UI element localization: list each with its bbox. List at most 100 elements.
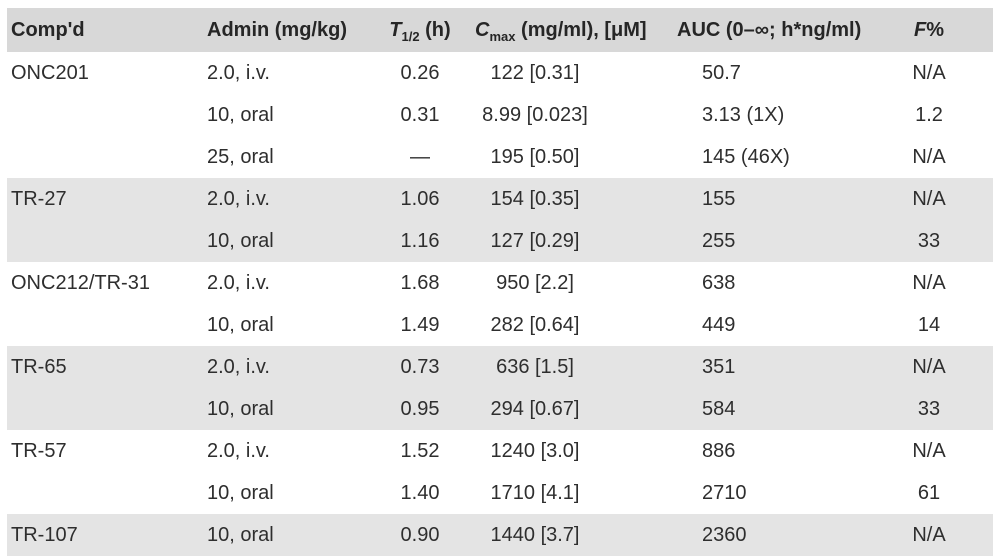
cell-cmax: 195 [0.50] — [490, 145, 580, 168]
thalf-units: (h) — [419, 18, 451, 41]
f-symbol: F — [913, 18, 927, 41]
cell-cmax: 1240 [3.0] — [490, 439, 580, 462]
cell-thalf: 1.49 — [400, 313, 440, 336]
cell-cmax: 154 [0.35] — [460, 178, 655, 220]
cell-admin: 2.0, i.v. — [207, 61, 270, 84]
cell-thalf: 1.40 — [400, 481, 440, 504]
cell-auc: 638 — [702, 271, 736, 294]
column-header-admin: Admin (mg/kg) — [207, 8, 380, 52]
cell-thalf: 0.73 — [380, 346, 460, 388]
table-row: 25, oral — 195 [0.50] 145 (46X) N/A — [7, 136, 993, 178]
cell-cmax: 636 [1.5] — [460, 346, 655, 388]
table-row: 10, oral 1.49 282 [0.64] 449 14 — [7, 304, 993, 346]
cell-fpercent: 33 — [865, 388, 993, 430]
cell-admin: 2.0, i.v. — [207, 439, 270, 462]
cell-compound: TR-65 — [7, 346, 207, 388]
cell-fpercent: N/A — [865, 346, 993, 388]
cell-fpercent: 61 — [917, 481, 941, 504]
cmax-symbol: C — [475, 18, 490, 41]
cell-thalf: 0.90 — [380, 514, 460, 556]
table-row: TR-107 10, oral 0.90 1440 [3.7] 2360 N/A — [7, 514, 993, 556]
cell-auc: 155 — [655, 178, 865, 220]
cell-cmax: 294 [0.67] — [460, 388, 655, 430]
pk-table: Comp'd Admin (mg/kg) T1/2 (h) Cmax (mg/m… — [7, 8, 993, 556]
cell-compound — [7, 388, 207, 430]
thalf-symbol: T — [389, 18, 402, 41]
cell-admin: 2.0, i.v. — [207, 178, 380, 220]
cell-fpercent: 33 — [865, 220, 993, 262]
cell-compound — [7, 472, 207, 514]
cell-fpercent: N/A — [865, 178, 993, 220]
cell-thalf: 1.68 — [400, 271, 440, 294]
cell-compound — [7, 94, 207, 136]
cell-thalf: 0.26 — [400, 61, 440, 84]
table-row: TR-27 2.0, i.v. 1.06 154 [0.35] 155 N/A — [7, 178, 993, 220]
cell-compound — [7, 304, 207, 346]
cell-fpercent: 14 — [917, 313, 941, 336]
cell-fpercent: N/A — [912, 145, 946, 168]
table-row: 10, oral 0.95 294 [0.67] 584 33 — [7, 388, 993, 430]
cell-admin: 10, oral — [207, 481, 274, 504]
table-row: 10, oral 0.31 8.99 [0.023] 3.13 (1X) 1.2 — [7, 94, 993, 136]
cell-thalf: 0.31 — [400, 103, 440, 126]
cell-admin: 25, oral — [207, 145, 274, 168]
cell-admin: 10, oral — [207, 313, 274, 336]
cell-fpercent: N/A — [912, 439, 946, 462]
column-header-cmax: Cmax (mg/ml), [μM] — [460, 8, 655, 52]
cell-auc: 584 — [655, 388, 865, 430]
cell-admin: 2.0, i.v. — [207, 271, 270, 294]
cell-thalf: 1.06 — [380, 178, 460, 220]
table-row: ONC201 2.0, i.v. 0.26 122 [0.31] 50.7 N/… — [7, 52, 993, 94]
cell-auc: 50.7 — [702, 61, 741, 84]
cell-cmax: 122 [0.31] — [490, 61, 580, 84]
cell-thalf: 1.52 — [400, 439, 440, 462]
cell-admin: 10, oral — [207, 514, 380, 556]
cell-compound: TR-57 — [11, 439, 67, 462]
cell-admin: 10, oral — [207, 388, 380, 430]
cell-auc: 449 — [702, 313, 736, 336]
cell-auc: 886 — [702, 439, 736, 462]
table-row: TR-65 2.0, i.v. 0.73 636 [1.5] 351 N/A — [7, 346, 993, 388]
cell-thalf: 0.95 — [380, 388, 460, 430]
cell-compound — [7, 220, 207, 262]
cell-auc: 2710 — [702, 481, 747, 504]
cell-fpercent: 1.2 — [915, 103, 943, 126]
cmax-units: (mg/ml), [μM] — [515, 18, 647, 41]
cell-cmax: 950 [2.2] — [496, 271, 574, 294]
cell-thalf: 1.16 — [380, 220, 460, 262]
cell-fpercent: N/A — [912, 61, 946, 84]
header-row: Comp'd Admin (mg/kg) T1/2 (h) Cmax (mg/m… — [7, 8, 993, 52]
cell-compound: TR-27 — [7, 178, 207, 220]
cell-auc: 145 (46X) — [702, 145, 790, 168]
cell-compound: ONC212/TR-31 — [11, 271, 150, 294]
thalf-subscript: 1/2 — [401, 28, 420, 44]
cell-compound: ONC201 — [11, 61, 89, 84]
table-row: 10, oral 1.40 1710 [4.1] 2710 61 — [7, 472, 993, 514]
cell-auc: 2360 — [655, 514, 865, 556]
cell-admin: 10, oral — [207, 103, 274, 126]
cell-admin: 2.0, i.v. — [207, 346, 380, 388]
column-header-thalf: T1/2 (h) — [380, 8, 460, 52]
cell-fpercent: N/A — [912, 271, 946, 294]
cell-cmax: 1710 [4.1] — [490, 481, 580, 504]
column-header-compound: Comp'd — [7, 8, 207, 52]
f-percent-sign: % — [926, 18, 944, 41]
column-header-auc: AUC (0–∞; h*ng/ml) — [655, 8, 865, 52]
cell-fpercent: N/A — [865, 514, 993, 556]
cell-auc: 3.13 (1X) — [702, 103, 785, 126]
cell-cmax: 282 [0.64] — [490, 313, 580, 336]
table-row: TR-57 2.0, i.v. 1.52 1240 [3.0] 886 N/A — [7, 430, 993, 472]
cmax-subscript: max — [489, 28, 516, 44]
table-row: ONC212/TR-31 2.0, i.v. 1.68 950 [2.2] 63… — [7, 262, 993, 304]
cell-cmax: 127 [0.29] — [460, 220, 655, 262]
cell-admin: 10, oral — [207, 220, 380, 262]
cell-auc: 255 — [655, 220, 865, 262]
cell-cmax: 1440 [3.7] — [460, 514, 655, 556]
cell-auc: 351 — [655, 346, 865, 388]
table-row: 10, oral 1.16 127 [0.29] 255 33 — [7, 220, 993, 262]
cell-cmax: 8.99 [0.023] — [482, 103, 588, 126]
column-header-fpercent: F% — [865, 8, 993, 52]
cell-compound — [7, 136, 207, 178]
